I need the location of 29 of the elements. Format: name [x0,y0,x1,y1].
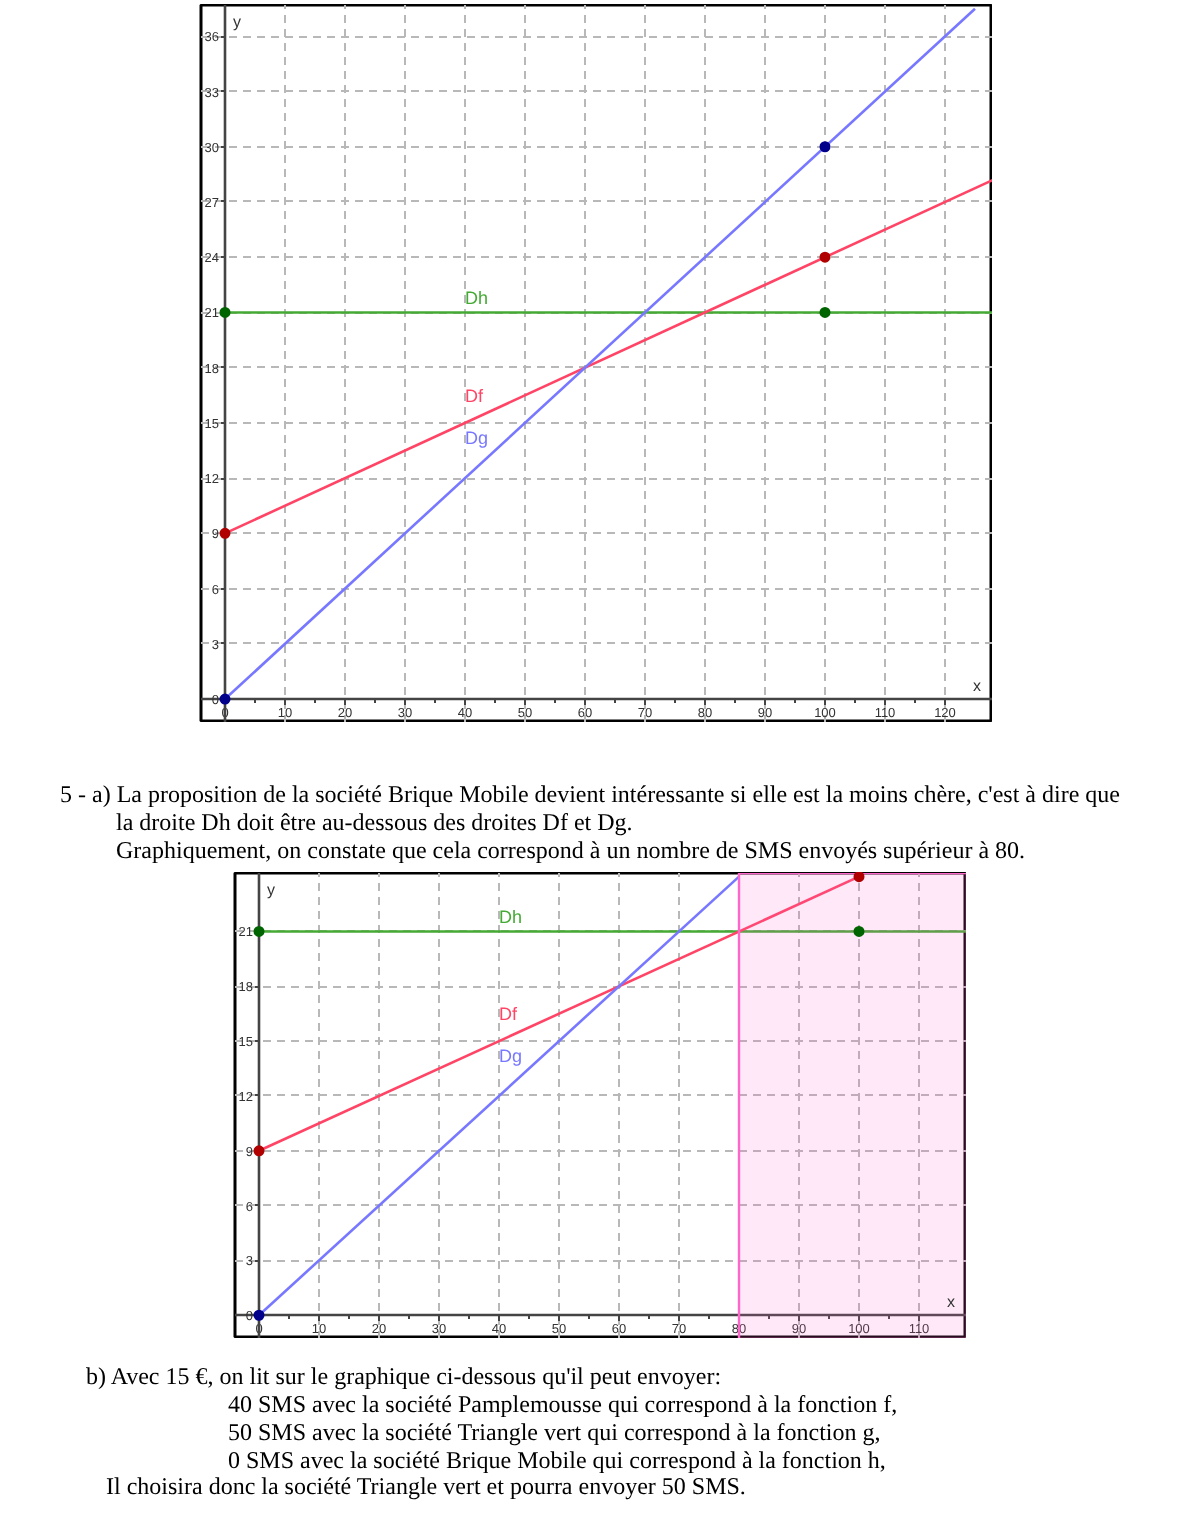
text: 40 SMS avec la société Pamplemousse qui correspond à la fonction f, [228,1390,898,1420]
text: 50 SMS avec la société Triangle vert qui correspond à la fonction g, [228,1417,883,1447]
point [253,926,265,938]
text: Graphiquement, on constate que cela correspond à un nombre de SMS envoyés supérieur à 80. [116,835,1028,865]
x-axis-title: x [947,1293,955,1312]
x-axis-title: x [973,677,981,696]
point [853,926,865,938]
point [253,1145,265,1157]
y-axis-title: y [233,13,241,31]
point [253,1310,265,1322]
text: 5 - a) La proposition de la société Brique Mobile devient intéressante si elle est la moins chère, c'est à dire que [60,780,1120,810]
point [819,306,831,318]
point [853,872,865,883]
point [819,141,831,153]
point [219,527,231,539]
series-label: Dh [499,907,523,928]
point [219,306,231,318]
series-label: Dg [465,428,489,449]
text: Il choisira donc la société Triangle vert et pourra envoyer 50 SMS. [106,1472,748,1502]
point [819,251,831,263]
series-label: Dh [465,288,489,309]
series-label: Df [499,1004,518,1025]
text: b) Avec 15 €, on lit sur le graphique ci-dessous qu'il peut envoyer: [86,1362,724,1392]
y-axis-title: y [267,881,275,900]
text: 0 SMS avec la société Brique Mobile qui correspond à la fonction h, [228,1445,888,1475]
text: la droite Dh doit être au-dessous des droites Df et Dg. [116,807,635,837]
series-label: Df [465,386,484,407]
series-label: Dg [499,1046,523,1067]
point [219,693,231,705]
